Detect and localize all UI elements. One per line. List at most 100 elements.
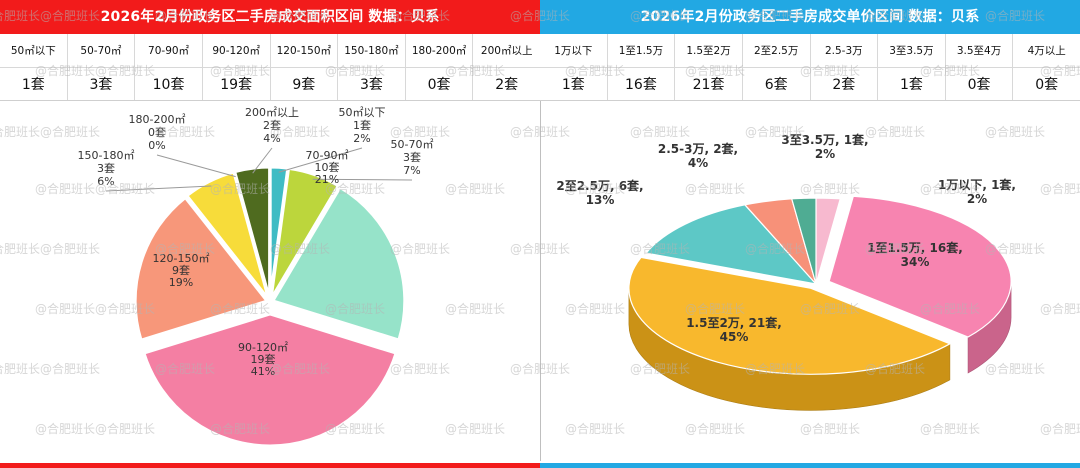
area-count-cell: 2套: [495, 77, 519, 93]
price-column-header: 1万以下: [540, 34, 608, 67]
price-column-header: 1.5至2万: [675, 34, 743, 67]
price-column-header: 1至1.5万: [608, 34, 676, 67]
area-panel-title: 2026年2月份政务区二手房成交面积区间 数据：贝系: [0, 0, 540, 34]
price-count-cell: 0套: [1035, 77, 1059, 93]
price-slice-label-line: 3至3.5万, 1套,: [781, 132, 868, 147]
area-column-header: 90-120㎡: [203, 34, 271, 67]
price-slice-label-line: 13%: [586, 193, 615, 207]
price-panel-title: 2026年2月份政务区二手房成交单价区间 数据：贝系: [540, 0, 1080, 34]
area-leader-line: [278, 147, 363, 173]
area-slice-label-line: 2套: [263, 119, 281, 132]
area-slice-label-line: 4%: [263, 132, 280, 145]
area-slice-label-line: 200㎡以上: [245, 106, 299, 119]
price-slice-label-line: 45%: [720, 330, 749, 344]
area-slice-label-line: 10套: [315, 161, 340, 174]
area-pie-slice: [142, 312, 398, 448]
area-slice-label-line: 19%: [169, 276, 193, 289]
area-pie-slice: [133, 196, 269, 342]
area-slice-label: 200㎡以上 2套 4%: [245, 106, 299, 145]
area-panel-bottom-bar: [0, 463, 540, 468]
area-slice-label: 70-90㎡ 10套 21%: [306, 149, 349, 186]
price-column-header: 4万以上: [1027, 45, 1066, 57]
area-slice-label-line: 2%: [353, 132, 370, 145]
area-slice-label-line: 21%: [315, 173, 339, 186]
area-pie-slice: [269, 166, 340, 301]
area-leader-line: [312, 178, 413, 181]
price-slice-label-line: 1万以下, 1套,: [938, 177, 1016, 192]
area-slice-label-line: 150-180㎡: [78, 149, 135, 162]
area-count-cell: 9套: [271, 68, 339, 100]
area-count-cell: 1套: [0, 68, 68, 100]
price-distribution-panel: 2026年2月份政务区二手房成交单价区间 数据：贝系 1万以下 1至1.5万 1…: [540, 0, 1080, 468]
price-slice-label: 3至3.5万, 1套, 2%: [781, 132, 868, 161]
area-pie-chart: 50㎡以下 1套 2% 50-70㎡ 3套 7%70-90㎡ 10套 21%90-120㎡ 19…: [78, 106, 434, 448]
price-pie-slice: [628, 256, 952, 375]
price-pie-slice: [828, 195, 1012, 338]
price-pie-slice: [645, 204, 818, 285]
area-count-cell: 19套: [203, 68, 271, 100]
area-column-header: 200㎡以上: [480, 45, 533, 57]
area-slice-label-line: 180-200㎡: [129, 113, 186, 126]
area-slice-label-line: 6%: [97, 175, 114, 188]
area-slice-label-line: 19套: [251, 353, 276, 366]
price-count-cell: 0套: [946, 68, 1014, 100]
price-slice-label-line: 4%: [688, 156, 708, 170]
price-pie-chart-area: 1万以下, 1套, 2% 1至1.5万, 16套, 34% 1.5至2万, 21套, 45…: [540, 101, 1080, 461]
price-count-cell: 2套: [811, 68, 879, 100]
price-summary-table: 1万以下 1至1.5万 1.5至2万 2至2.5万 2.5-3万 3至3.5万 …: [540, 34, 1080, 101]
area-slice-label: 50-70㎡ 3套 7%: [391, 138, 434, 177]
area-leader-line: [252, 147, 273, 174]
price-count-cell: 1套: [540, 68, 608, 100]
area-slice-label-line: 3套: [97, 162, 115, 175]
price-slice-label-line: 2%: [815, 147, 835, 161]
price-column-header: 3.5至4万: [946, 34, 1014, 67]
area-slice-label-line: 50-70㎡: [391, 138, 434, 151]
area-count-cell: 10套: [135, 68, 203, 100]
price-pie-slice: [790, 197, 817, 285]
price-slice-label-line: 2.5-3万, 2套,: [658, 141, 738, 156]
area-count-cell: 3套: [338, 68, 406, 100]
area-slice-label-line: 9套: [172, 264, 190, 277]
area-pie-chart-area: 50㎡以下 1套 2% 50-70㎡ 3套 7% 70-90㎡ 10套 21% 90-120㎡ 19…: [0, 101, 541, 461]
area-distribution-panel: 2026年2月份政务区二手房成交面积区间 数据：贝系 50㎡以下 50-70㎡ …: [0, 0, 541, 468]
area-count-cell: 3套: [68, 68, 136, 100]
area-column-header: 50-70㎡: [68, 34, 136, 67]
price-column-header: 2.5-3万: [811, 34, 879, 67]
area-table-header-row: 50㎡以下 50-70㎡ 70-90㎡ 90-120㎡ 120-150㎡ 150…: [0, 34, 540, 67]
area-slice-label: 180-200㎡ 0套 0%: [129, 113, 186, 152]
area-column-header: 180-200㎡: [406, 34, 474, 67]
area-slice-label-line: 50㎡以下: [339, 106, 386, 119]
area-slice-label-line: 90-120㎡: [238, 341, 288, 354]
price-slice-label-line: 1至1.5万, 16套,: [867, 240, 963, 255]
price-slice-label-line: 2至2.5万, 6套,: [556, 178, 643, 193]
price-slice-label: 2至2.5万, 6套, 13%: [556, 178, 643, 207]
area-slice-label-line: 41%: [251, 365, 275, 378]
price-slice-label-line: 1.5至2万, 21套,: [686, 315, 782, 330]
price-slice-label: 1万以下, 1套, 2%: [938, 177, 1016, 206]
area-pie-slice: [271, 185, 407, 342]
area-slice-label: 90-120㎡ 19套 41%: [238, 341, 288, 378]
area-leader-line: [105, 185, 212, 192]
area-summary-table: 50㎡以下 50-70㎡ 70-90㎡ 90-120㎡ 120-150㎡ 150…: [0, 34, 540, 101]
price-slice-label-line: 2%: [967, 192, 987, 206]
price-count-cell: 6套: [743, 68, 811, 100]
price-slice-label: 2.5-3万, 2套, 4%: [658, 141, 738, 170]
price-slice-label-line: 34%: [901, 255, 930, 269]
area-slice-label-line: 0%: [148, 139, 165, 152]
area-slice-label: 120-150㎡ 9套 19%: [153, 252, 210, 289]
price-slice-label: 1至1.5万, 16套, 34%: [867, 240, 963, 269]
price-table-value-row: 1套 16套 21套 6套 2套 1套 0套 0套: [540, 67, 1080, 100]
price-count-cell: 16套: [608, 68, 676, 100]
price-panel-bottom-bar: [540, 463, 1080, 468]
area-slice-label: 150-180㎡ 3套 6%: [78, 149, 135, 188]
price-count-cell: 21套: [675, 68, 743, 100]
area-leader-line: [156, 154, 236, 178]
area-slice-label-line: 3套: [403, 151, 421, 164]
area-column-header: 120-150㎡: [271, 34, 339, 67]
area-slice-label-line: 1套: [353, 119, 371, 132]
price-slice-label: 1.5至2万, 21套, 45%: [686, 315, 782, 344]
area-slice-label-line: 120-150㎡: [153, 252, 210, 265]
area-slice-label-line: 0套: [148, 126, 166, 139]
area-column-header: 50㎡以下: [0, 34, 68, 67]
area-pie-slice: [233, 165, 272, 301]
